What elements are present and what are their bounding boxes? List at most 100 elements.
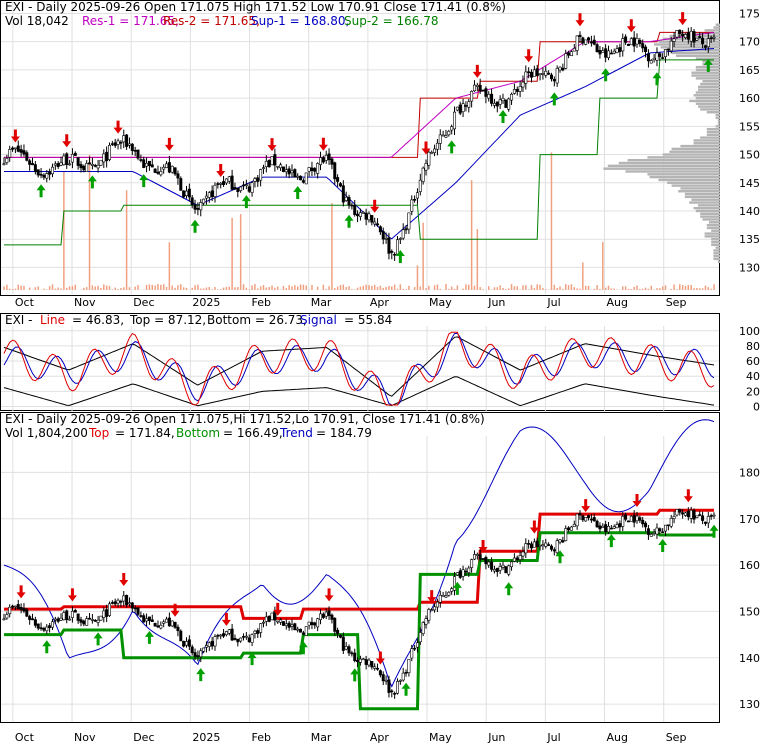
price-candle bbox=[447, 130, 451, 136]
price-candle bbox=[541, 544, 545, 547]
price-candle bbox=[227, 629, 231, 634]
x-tick-label: Apr bbox=[370, 731, 390, 744]
price-candle bbox=[669, 40, 673, 52]
price-candle bbox=[635, 515, 639, 522]
price-candle bbox=[384, 679, 388, 682]
profile-bar bbox=[704, 29, 720, 32]
y-tick-label: 80 bbox=[746, 340, 760, 353]
price-candle bbox=[547, 544, 551, 546]
price-candle bbox=[190, 646, 194, 654]
price-candle bbox=[635, 38, 639, 45]
price-candle bbox=[33, 164, 37, 172]
price-candle bbox=[273, 154, 277, 166]
profile-bar bbox=[715, 125, 720, 128]
price-candle bbox=[381, 231, 385, 240]
price-candle bbox=[481, 558, 485, 560]
x-tick-label: May bbox=[429, 296, 452, 309]
price-candle bbox=[652, 532, 656, 534]
price-candle bbox=[338, 634, 342, 638]
price-candle bbox=[39, 173, 43, 176]
price-candle bbox=[504, 99, 508, 108]
profile-bar bbox=[618, 161, 720, 165]
profile-bar bbox=[695, 102, 720, 105]
price-y-axis: 175 170 165 160 155 150 145 140 135 130 bbox=[739, 7, 760, 274]
price-candle bbox=[626, 43, 630, 46]
price-candle bbox=[11, 605, 15, 608]
price-candle bbox=[281, 166, 285, 172]
price-candle bbox=[666, 48, 670, 51]
price-candle bbox=[601, 50, 605, 53]
price-candle bbox=[427, 151, 431, 166]
price-candle bbox=[695, 515, 699, 518]
price-candle bbox=[356, 213, 360, 217]
price-candle bbox=[629, 38, 633, 46]
profile-bar bbox=[689, 201, 720, 204]
price-candle bbox=[487, 94, 491, 99]
price-candle bbox=[581, 37, 585, 44]
price-candle bbox=[28, 616, 32, 620]
price-candle bbox=[16, 604, 20, 610]
price-candle bbox=[658, 528, 662, 532]
price-candle bbox=[139, 615, 143, 617]
price-candle bbox=[147, 616, 151, 621]
price-candle bbox=[501, 97, 505, 102]
price-candle bbox=[481, 89, 485, 92]
profile-bar bbox=[706, 111, 720, 114]
price-candle bbox=[433, 606, 437, 611]
profile-bar bbox=[700, 108, 720, 111]
price-candle bbox=[624, 514, 628, 520]
price-candle bbox=[549, 545, 553, 550]
price-candle bbox=[606, 50, 610, 59]
price-candle bbox=[655, 52, 659, 61]
price-candle bbox=[410, 648, 414, 659]
price-candle bbox=[253, 178, 257, 182]
price-candle bbox=[196, 207, 200, 210]
trend-y-axis: 180 170 160 150 140 130 bbox=[739, 466, 760, 711]
buy-arrow-icon bbox=[498, 109, 508, 123]
price-candle bbox=[444, 595, 448, 598]
buy-arrow-icon bbox=[606, 534, 616, 548]
price-candle bbox=[441, 134, 445, 137]
price-candle bbox=[56, 163, 60, 168]
y-tick-label: 100 bbox=[739, 325, 760, 338]
price-candle bbox=[136, 607, 140, 615]
price-candle bbox=[681, 33, 685, 37]
stoch-top-label: Top = 87.12, bbox=[129, 313, 206, 327]
x-tick-label: Oct bbox=[15, 731, 35, 744]
buy-arrow-icon bbox=[350, 668, 360, 682]
price-candle bbox=[567, 527, 571, 531]
price-candle bbox=[247, 637, 251, 642]
price-candle bbox=[549, 74, 553, 80]
price-candle bbox=[569, 526, 573, 531]
profile-bar bbox=[711, 243, 720, 247]
profile-bar bbox=[693, 94, 720, 97]
sell-arrow-icon bbox=[529, 520, 539, 534]
price-candle bbox=[470, 559, 474, 568]
buy-arrow-icon bbox=[549, 92, 559, 106]
price-candle bbox=[25, 609, 29, 617]
price-candle bbox=[678, 508, 682, 513]
price-candle bbox=[393, 253, 397, 256]
price-candle bbox=[290, 624, 294, 627]
price-candle bbox=[646, 53, 650, 62]
price-candle bbox=[153, 622, 157, 627]
price-candle bbox=[404, 228, 408, 231]
price-candle bbox=[701, 37, 705, 45]
trend-panel-frame bbox=[0, 412, 720, 723]
profile-bar bbox=[706, 130, 720, 134]
price-candle bbox=[413, 199, 417, 201]
price-candle bbox=[472, 554, 476, 560]
x-tick-label: May bbox=[429, 731, 452, 744]
profile-bar bbox=[715, 23, 720, 26]
y-tick-label: 150 bbox=[739, 149, 760, 162]
profile-bar bbox=[704, 235, 720, 238]
price-candle bbox=[79, 164, 83, 169]
price-candle bbox=[90, 619, 94, 621]
price-candle bbox=[415, 192, 419, 199]
price-candle bbox=[242, 636, 246, 638]
price-candle bbox=[330, 614, 334, 620]
price-candle bbox=[393, 692, 397, 695]
price-candle bbox=[609, 52, 613, 55]
price-candle bbox=[527, 543, 531, 545]
sell-arrow-icon bbox=[62, 134, 72, 148]
